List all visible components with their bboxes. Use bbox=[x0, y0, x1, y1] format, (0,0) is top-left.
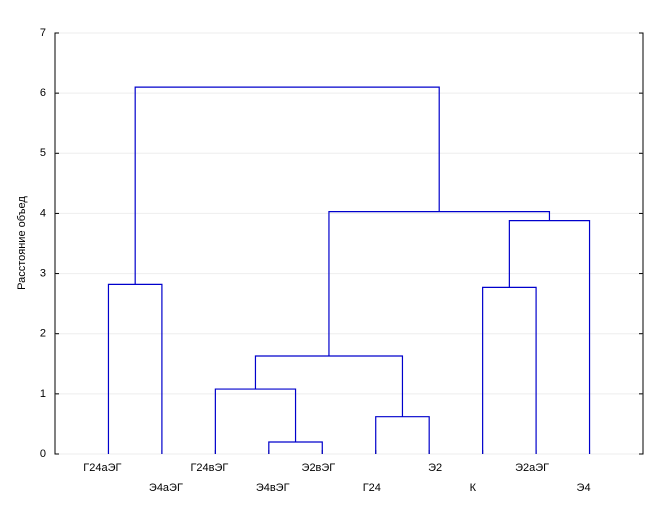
y-tick-label: 6 bbox=[40, 87, 46, 99]
link bbox=[134, 86, 440, 285]
leaf-label: Э2аЭГ bbox=[515, 462, 549, 474]
plot-frame bbox=[54, 32, 644, 455]
link bbox=[508, 220, 591, 454]
leaf-label: Э4вЭГ bbox=[256, 482, 290, 494]
y-tick-label: 2 bbox=[40, 328, 46, 340]
leaf-label: Г24вЭГ bbox=[190, 462, 228, 474]
leaf-label: Г24аЭГ bbox=[83, 462, 121, 474]
y-tick-label: 0 bbox=[40, 448, 46, 460]
y-tick-label: 1 bbox=[40, 388, 46, 400]
leaf-label: Э2 bbox=[428, 462, 442, 474]
y-tick-label: 3 bbox=[40, 267, 46, 279]
leaf-label: Г24 bbox=[363, 482, 381, 494]
y-axis-label: Расстояние объед bbox=[16, 196, 28, 290]
leaf-label: Э4 bbox=[577, 482, 591, 494]
leaf-label: К bbox=[470, 482, 477, 494]
link bbox=[214, 388, 297, 454]
leaf-label: Э4аЭГ bbox=[149, 482, 183, 494]
y-tick-label: 4 bbox=[40, 207, 46, 219]
y-tick-label: 5 bbox=[40, 147, 46, 159]
y-tick-label: 7 bbox=[40, 27, 46, 39]
leaf-label: Э2вЭГ bbox=[302, 462, 336, 474]
